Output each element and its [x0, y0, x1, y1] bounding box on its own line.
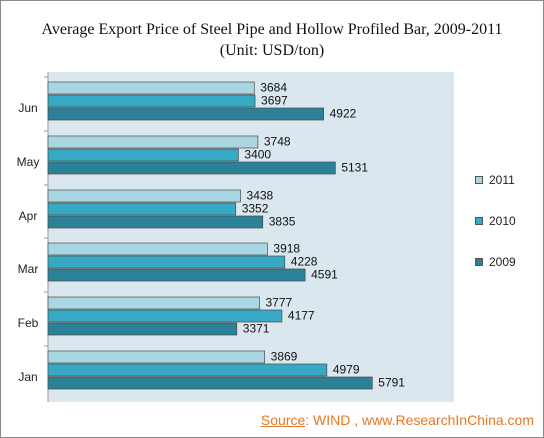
- data-label-mar-2010: 4228: [291, 255, 318, 269]
- bar-jun-2011: [47, 81, 255, 95]
- data-label-mar-2009: 4591: [311, 268, 338, 282]
- bar-apr-2011: [47, 189, 241, 203]
- category-label-feb: Feb: [18, 316, 39, 330]
- legend-label-2011: 2011: [489, 173, 515, 187]
- legend-swatch-2010: [475, 217, 483, 225]
- data-label-jun-2009: 4922: [330, 107, 357, 121]
- data-label-apr-2010: 3352: [242, 202, 269, 216]
- source-text: : WIND , www.ResearchInChina.com: [305, 412, 534, 428]
- data-label-may-2010: 3400: [244, 148, 271, 162]
- bar-jun-2009: [47, 107, 324, 121]
- bar-feb-2010: [47, 309, 283, 323]
- legend-swatch-2009: [475, 258, 483, 266]
- data-label-jan-2010: 4979: [333, 363, 360, 377]
- data-label-may-2011: 3748: [264, 135, 291, 149]
- category-label-mar: Mar: [18, 262, 39, 276]
- source-prefix: Source: [260, 412, 306, 428]
- bar-jun-2010: [47, 94, 256, 108]
- bar-mar-2010: [47, 255, 286, 269]
- legend-item-2010: 2010: [475, 213, 516, 229]
- data-label-apr-2009: 3835: [269, 215, 296, 229]
- data-label-feb-2011: 3777: [266, 296, 293, 310]
- legend-item-2011: 2011: [475, 172, 515, 188]
- bar-apr-2010: [47, 202, 237, 216]
- category-label-jan: Jan: [18, 370, 37, 384]
- data-label-jan-2011: 3869: [271, 350, 298, 364]
- bar-mar-2009: [47, 268, 306, 282]
- data-label-jun-2011: 3684: [260, 81, 287, 95]
- legend-item-2009: 2009: [475, 254, 516, 270]
- bar-jan-2010: [47, 363, 328, 377]
- data-label-jun-2010: 3697: [261, 94, 288, 108]
- bar-feb-2011: [47, 296, 260, 310]
- plot-area: [48, 72, 454, 402]
- data-label-mar-2011: 3918: [273, 242, 300, 256]
- category-label-may: May: [17, 155, 40, 169]
- data-label-feb-2009: 3371: [243, 322, 270, 336]
- bar-may-2010: [47, 148, 239, 162]
- legend-label-2010: 2010: [489, 214, 516, 228]
- source-note: Source: WIND , www.ResearchInChina.com: [261, 412, 534, 428]
- bar-jan-2009: [47, 376, 373, 390]
- data-label-may-2009: 5131: [341, 161, 368, 175]
- chart-subtitle: (Unit: USD/ton): [219, 42, 325, 59]
- bar-apr-2009: [47, 215, 264, 229]
- bar-feb-2009: [47, 322, 238, 336]
- legend-swatch-2011: [475, 176, 483, 184]
- chart-title: Average Export Price of Steel Pipe and H…: [41, 21, 503, 38]
- bar-mar-2011: [47, 242, 268, 256]
- bar-jan-2011: [47, 350, 266, 364]
- data-label-feb-2010: 4177: [288, 309, 315, 323]
- bar-may-2011: [47, 135, 259, 149]
- legend-label-2009: 2009: [489, 255, 516, 269]
- data-label-jan-2009: 5791: [378, 376, 405, 390]
- category-label-jun: Jun: [18, 101, 37, 115]
- category-label-apr: Apr: [19, 209, 38, 223]
- bar-may-2009: [47, 161, 336, 175]
- data-label-apr-2011: 3438: [247, 189, 274, 203]
